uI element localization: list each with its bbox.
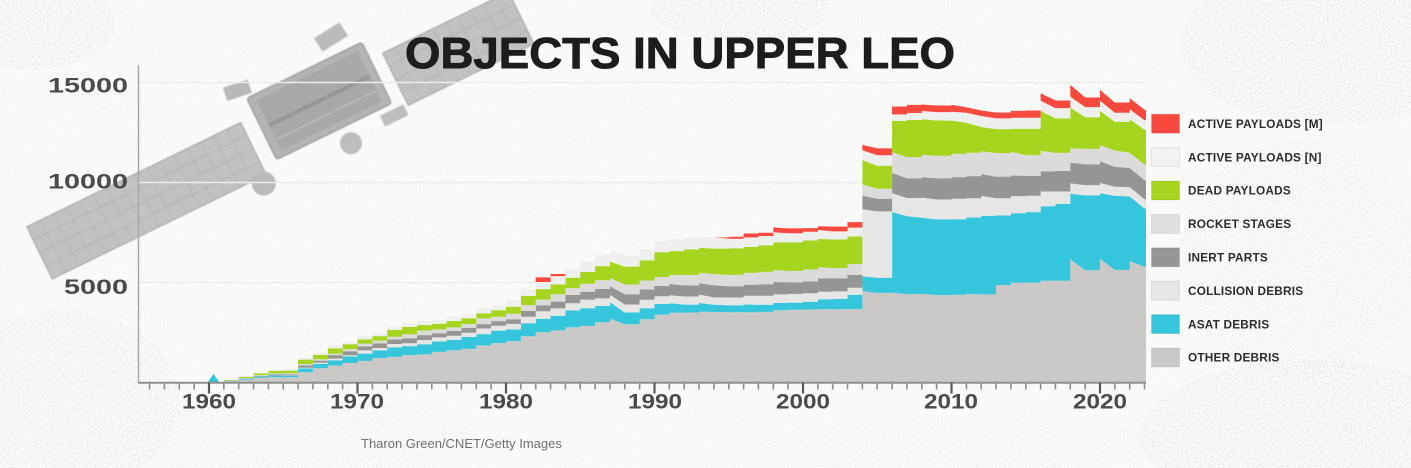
svg-text:15000: 15000 bbox=[48, 74, 128, 98]
svg-text:OBJECTS IN UPPER LEO: OBJECTS IN UPPER LEO bbox=[405, 29, 955, 78]
svg-text:INERT PARTS: INERT PARTS bbox=[1188, 251, 1268, 265]
svg-text:ACTIVE PAYLOADS [M]: ACTIVE PAYLOADS [M] bbox=[1188, 117, 1323, 131]
svg-text:OTHER DEBRIS: OTHER DEBRIS bbox=[1188, 351, 1280, 365]
svg-text:2010: 2010 bbox=[924, 390, 978, 414]
svg-text:1960: 1960 bbox=[182, 390, 236, 414]
svg-text:ROCKET STAGES: ROCKET STAGES bbox=[1188, 217, 1291, 231]
svg-text:1970: 1970 bbox=[330, 390, 384, 414]
svg-text:DEAD PAYLOADS: DEAD PAYLOADS bbox=[1188, 184, 1291, 198]
svg-text:Tharon Green/CNET/Getty Images: Tharon Green/CNET/Getty Images bbox=[361, 436, 562, 451]
svg-text:1980: 1980 bbox=[479, 390, 533, 414]
svg-text:5000: 5000 bbox=[64, 275, 128, 299]
svg-text:10000: 10000 bbox=[48, 170, 128, 194]
svg-text:COLLISION DEBRIS: COLLISION DEBRIS bbox=[1188, 284, 1303, 298]
svg-text:2020: 2020 bbox=[1073, 390, 1127, 414]
svg-text:ACTIVE PAYLOADS [N]: ACTIVE PAYLOADS [N] bbox=[1188, 150, 1322, 164]
svg-text:ASAT DEBRIS: ASAT DEBRIS bbox=[1188, 317, 1269, 331]
svg-text:1990: 1990 bbox=[628, 390, 682, 414]
svg-text:2000: 2000 bbox=[776, 390, 830, 414]
